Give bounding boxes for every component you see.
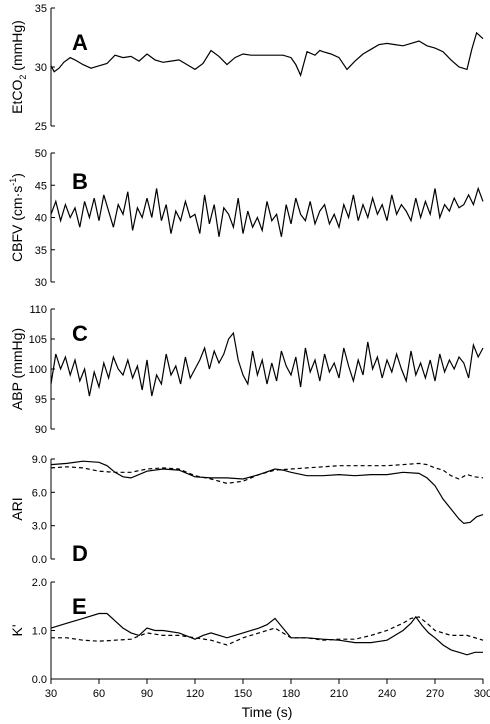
panel-letter: E bbox=[72, 594, 87, 619]
series-line-solid bbox=[50, 612, 483, 656]
x-tick-label: 210 bbox=[330, 688, 348, 700]
y-tick-label: 35 bbox=[35, 3, 47, 15]
x-axis-title: Time (s) bbox=[242, 704, 293, 720]
y-tick-label: 3.0 bbox=[32, 521, 47, 533]
panel-letter: A bbox=[72, 30, 88, 55]
panel-d: 0.0 3.0 6.0 9.0 ARI D bbox=[9, 454, 484, 566]
y-tick-label: 30 bbox=[35, 62, 47, 74]
panel-b: 30 35 40 45 50 CBFV (cm·s-1) B bbox=[8, 148, 484, 289]
y-tick-label: 110 bbox=[29, 304, 47, 316]
y-axis-title-main: ARI bbox=[9, 497, 25, 520]
y-axis-title-unit: ) bbox=[9, 173, 25, 178]
x-tick-label: 150 bbox=[234, 688, 252, 700]
x-tick-label: 60 bbox=[93, 688, 105, 700]
y-tick-label: 9.0 bbox=[32, 454, 47, 466]
y-tick-label: 100 bbox=[29, 364, 47, 376]
x-tick-label: 180 bbox=[282, 688, 300, 700]
y-tick-label: 30 bbox=[35, 277, 47, 289]
y-tick-label: 50 bbox=[35, 148, 47, 160]
x-tick-label: 30 bbox=[45, 688, 57, 700]
x-tick-label: 120 bbox=[186, 688, 204, 700]
y-axis-title-unit: (mmHg) bbox=[9, 20, 25, 74]
y-tick-label: 2.0 bbox=[32, 577, 47, 589]
y-tick-label: 1.0 bbox=[32, 626, 47, 638]
panel-a: 25 30 35 EtCO2 (mmHg) A bbox=[9, 3, 484, 133]
y-axis-title: K' bbox=[9, 624, 25, 636]
y-axis-title-main: EtCO bbox=[9, 80, 25, 114]
y-tick-label: 0.0 bbox=[32, 554, 47, 566]
series-line-solid bbox=[50, 31, 484, 78]
x-tick-label: 270 bbox=[426, 688, 444, 700]
y-axis-title-subscript: 2 bbox=[18, 75, 28, 80]
x-tick-label: 90 bbox=[141, 688, 153, 700]
y-axis-title: CBFV (cm·s-1) bbox=[8, 173, 25, 262]
series-line-solid bbox=[50, 460, 484, 525]
series-line-solid bbox=[50, 186, 484, 237]
y-axis-title-main: K' bbox=[9, 624, 25, 636]
y-tick-label: 45 bbox=[35, 180, 47, 192]
x-tick-label: 300 bbox=[474, 688, 490, 700]
y-axis-title-main: ABP (mmHg) bbox=[9, 328, 25, 410]
series-line-solid bbox=[50, 331, 484, 397]
panel-e: 0.0 1.0 2.0 K' E 30 60 90 120 150 180 210 240 270 300 T… bbox=[9, 577, 490, 720]
y-axis-title: ABP (mmHg) bbox=[9, 328, 25, 410]
y-tick-label: 40 bbox=[35, 213, 47, 225]
y-tick-label: 35 bbox=[35, 245, 47, 257]
y-tick-label: 105 bbox=[29, 334, 47, 346]
x-tick-label: 240 bbox=[378, 688, 396, 700]
series-line-dashed bbox=[50, 462, 484, 485]
panel-c: 90 95 100 105 110 ABP (mmHg) C bbox=[9, 304, 484, 436]
y-tick-label: 90 bbox=[35, 424, 47, 436]
panel-letter: B bbox=[72, 169, 88, 194]
y-tick-label: 95 bbox=[35, 394, 47, 406]
panels-group: 25 30 35 EtCO2 (mmHg) A 30 35 40 45 50 CBFV (cm·s-… bbox=[8, 3, 490, 720]
y-tick-label: 6.0 bbox=[32, 487, 47, 499]
y-tick-label: 0.0 bbox=[32, 674, 47, 686]
y-axis-title: EtCO2 (mmHg) bbox=[9, 20, 28, 114]
series-line-dashed bbox=[51, 616, 484, 646]
y-axis-title-superscript: -1 bbox=[8, 178, 18, 186]
y-tick-label: 25 bbox=[35, 121, 47, 133]
panel-letter: D bbox=[72, 541, 88, 566]
y-axis-title-main: CBFV (cm·s bbox=[9, 186, 25, 262]
panel-letter: C bbox=[72, 321, 88, 346]
y-axis-title: ARI bbox=[9, 497, 25, 520]
